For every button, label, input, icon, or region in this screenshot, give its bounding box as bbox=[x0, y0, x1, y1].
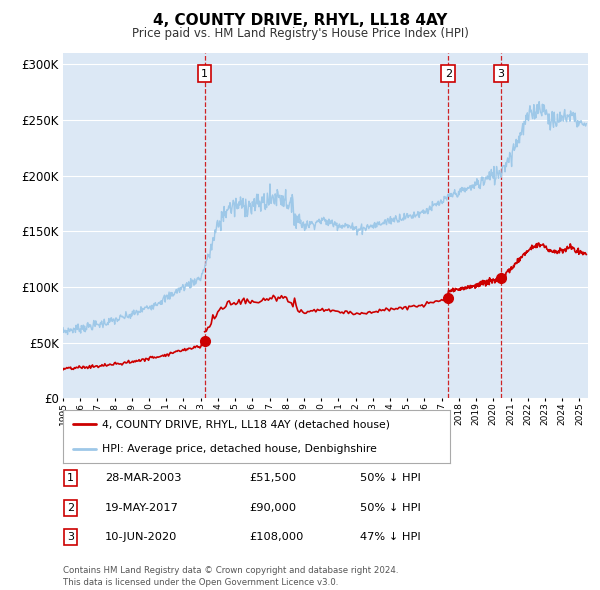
Text: 47% ↓ HPI: 47% ↓ HPI bbox=[360, 532, 421, 542]
Text: 4, COUNTY DRIVE, RHYL, LL18 4AY: 4, COUNTY DRIVE, RHYL, LL18 4AY bbox=[153, 13, 447, 28]
Text: £90,000: £90,000 bbox=[249, 503, 296, 513]
Text: 4, COUNTY DRIVE, RHYL, LL18 4AY (detached house): 4, COUNTY DRIVE, RHYL, LL18 4AY (detache… bbox=[102, 419, 390, 430]
Text: 3: 3 bbox=[67, 532, 74, 542]
Text: £51,500: £51,500 bbox=[249, 473, 296, 483]
Text: HPI: Average price, detached house, Denbighshire: HPI: Average price, detached house, Denb… bbox=[102, 444, 377, 454]
Text: 2: 2 bbox=[445, 68, 452, 78]
Text: 50% ↓ HPI: 50% ↓ HPI bbox=[360, 503, 421, 513]
Text: 28-MAR-2003: 28-MAR-2003 bbox=[105, 473, 182, 483]
Text: 3: 3 bbox=[497, 68, 505, 78]
Text: 19-MAY-2017: 19-MAY-2017 bbox=[105, 503, 179, 513]
Text: 1: 1 bbox=[67, 473, 74, 483]
Text: 1: 1 bbox=[201, 68, 208, 78]
Text: 10-JUN-2020: 10-JUN-2020 bbox=[105, 532, 178, 542]
Text: Price paid vs. HM Land Registry's House Price Index (HPI): Price paid vs. HM Land Registry's House … bbox=[131, 27, 469, 40]
Text: Contains HM Land Registry data © Crown copyright and database right 2024.
This d: Contains HM Land Registry data © Crown c… bbox=[63, 566, 398, 587]
Text: 2: 2 bbox=[67, 503, 74, 513]
Text: 50% ↓ HPI: 50% ↓ HPI bbox=[360, 473, 421, 483]
Text: £108,000: £108,000 bbox=[249, 532, 304, 542]
